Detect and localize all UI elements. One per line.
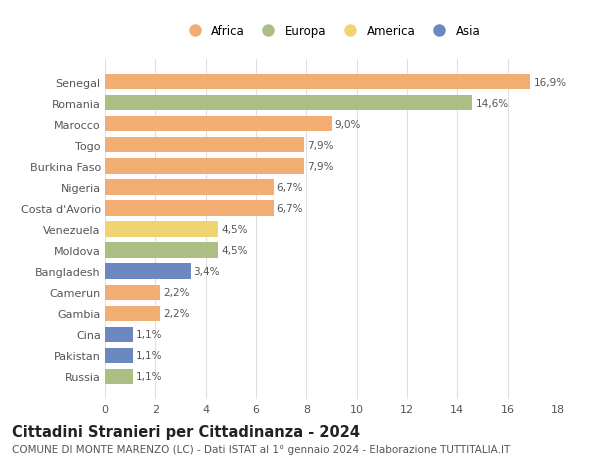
Text: 7,9%: 7,9% — [307, 140, 334, 151]
Text: 6,7%: 6,7% — [277, 183, 303, 192]
Text: 6,7%: 6,7% — [277, 203, 303, 213]
Text: 1,1%: 1,1% — [136, 371, 162, 381]
Text: 1,1%: 1,1% — [136, 350, 162, 360]
Bar — [105, 96, 472, 111]
Bar — [105, 75, 530, 90]
Text: 9,0%: 9,0% — [335, 120, 361, 129]
Bar — [105, 306, 160, 321]
Text: Cittadini Stranieri per Cittadinanza - 2024: Cittadini Stranieri per Cittadinanza - 2… — [12, 425, 360, 440]
Text: 4,5%: 4,5% — [221, 224, 248, 235]
Text: 16,9%: 16,9% — [533, 78, 566, 88]
Bar — [105, 285, 160, 300]
Bar — [105, 369, 133, 384]
Bar — [105, 222, 218, 237]
Text: 7,9%: 7,9% — [307, 162, 334, 172]
Bar — [105, 264, 191, 279]
Text: 14,6%: 14,6% — [475, 99, 509, 109]
Bar — [105, 138, 304, 153]
Text: 3,4%: 3,4% — [194, 267, 220, 276]
Text: 2,2%: 2,2% — [163, 287, 190, 297]
Text: COMUNE DI MONTE MARENZO (LC) - Dati ISTAT al 1° gennaio 2024 - Elaborazione TUTT: COMUNE DI MONTE MARENZO (LC) - Dati ISTA… — [12, 444, 510, 454]
Bar — [105, 117, 332, 132]
Text: 4,5%: 4,5% — [221, 246, 248, 256]
Bar — [105, 348, 133, 363]
Bar — [105, 327, 133, 342]
Bar — [105, 159, 304, 174]
Bar — [105, 243, 218, 258]
Text: 2,2%: 2,2% — [163, 308, 190, 319]
Text: 1,1%: 1,1% — [136, 330, 162, 339]
Bar — [105, 180, 274, 195]
Legend: Africa, Europa, America, Asia: Africa, Europa, America, Asia — [183, 25, 480, 38]
Bar — [105, 201, 274, 216]
